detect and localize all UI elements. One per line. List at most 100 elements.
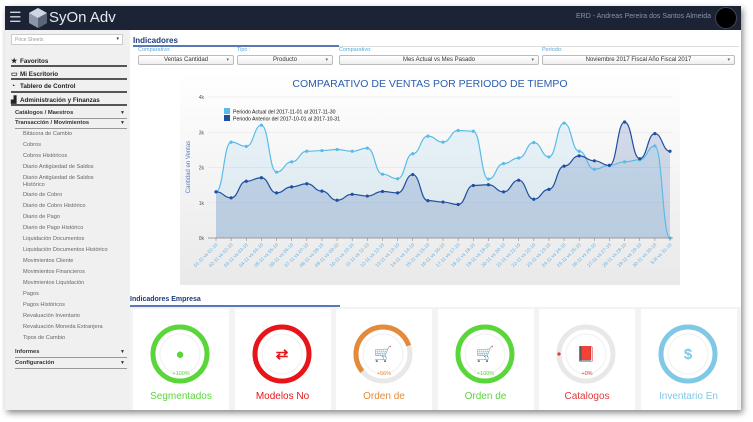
data-point [380, 189, 385, 194]
legend-swatch [224, 108, 230, 114]
sidebar-subitem[interactable]: Cobros Históricos [23, 153, 68, 159]
sidebar-item-administracion[interactable]: ▟ Administración y Finanzas [11, 95, 127, 106]
sidebar-group-transaccion[interactable]: Transacción / Movimientos ▼ [15, 120, 127, 129]
sidebar-subitem[interactable]: Pagos Históricos [23, 301, 65, 308]
data-point [259, 176, 263, 180]
sidebar-group-configuracion[interactable]: Configuración ▼ [15, 360, 127, 369]
indicator-card[interactable]: ● +100% Segmentados [133, 309, 229, 410]
filter-label: Comparativo: [138, 47, 171, 53]
user-icon: ● [175, 346, 184, 363]
sidebar-subitem[interactable]: Diario Antigüedad de Saldos [23, 164, 94, 170]
chevron-down-icon: ▾ [325, 57, 328, 63]
sidebar-subitem[interactable]: Movimientos Financieros [23, 268, 85, 275]
sidebar-select[interactable]: Price Sheets ▾ [11, 34, 123, 45]
chevron-down-icon: ▾ [727, 57, 730, 63]
indicator-card[interactable]: 🛒 +100% Orden de [437, 309, 534, 410]
data-point [562, 121, 566, 125]
indicator-card[interactable]: $ Inventario En [640, 309, 737, 410]
card-percent: +0% [581, 371, 593, 377]
progress-arc [658, 324, 717, 384]
sidebar-group-catalogos[interactable]: Catálogos / Maestros ▼ [15, 110, 127, 119]
star-icon: ★ [11, 58, 18, 65]
sidebar-item-tablero[interactable]: ◔ Tablero de Control [11, 82, 127, 93]
legend-label: Periodo Anterior del 2017-10-01 al 2017-… [233, 117, 340, 123]
hamburger-icon[interactable]: ☰ [9, 9, 22, 25]
periodo-select[interactable]: Noviembre 2017 Fiscal Año Fiscal 2017 ▾ [542, 55, 735, 65]
chart-title: COMPARATIVO DE VENTAS POR PERIODO DE TIE… [292, 78, 567, 90]
data-point [471, 129, 475, 133]
logo-icon [29, 8, 47, 28]
data-point [668, 149, 672, 153]
progress-dot [557, 352, 561, 356]
nav-label: Tablero de Control [20, 83, 76, 90]
sidebar-subitem[interactable]: Bitácora de Cambio [23, 131, 73, 137]
chevron-down-icon: ▾ [531, 57, 534, 63]
chevron-down-icon: ▼ [120, 360, 125, 366]
monitor-icon: ▭ [11, 71, 18, 78]
sidebar-subitem[interactable]: Pagos [23, 290, 39, 297]
data-point [577, 149, 581, 153]
sidebar-subitem[interactable]: Cobros [23, 142, 42, 148]
sidebar-subitem[interactable]: Diario de Cobro Histórico [23, 202, 86, 209]
sidebar-subitem[interactable]: Tipos de Cambio [23, 334, 66, 341]
brand-name: SyOn Adv [49, 9, 116, 26]
sidebar-subitem[interactable]: Revaluación Inventario [23, 312, 80, 319]
user-name[interactable]: ERD - Andreas Pereira dos Santos Almeida [575, 13, 711, 20]
data-point [335, 147, 339, 152]
data-point [486, 177, 490, 181]
data-point [456, 202, 460, 207]
data-point [274, 170, 279, 174]
progress-ring: 🛒 [455, 324, 514, 384]
data-point [441, 140, 445, 144]
sidebar-subitem[interactable]: Revaluación Moneda Extranjera [23, 323, 103, 330]
data-point [638, 157, 642, 161]
indicator-card[interactable]: 📕 +0% Catalogos [539, 309, 635, 410]
select-value: Ventas Cantidad [163, 57, 209, 63]
progress-arc [455, 324, 514, 384]
progress-ring: $ [658, 324, 717, 384]
comparativo-periodo-select[interactable]: Mes Actual vs Mes Pasado ▾ [339, 55, 539, 65]
indicator-card[interactable]: ⇄ Modelos No [234, 309, 331, 410]
filter-label: Tipo : [237, 47, 251, 53]
sidebar-subitem[interactable]: Diario de Cobro [23, 191, 63, 198]
data-point [290, 185, 294, 189]
indicator-card[interactable]: 🛒 +56% Orden de [336, 309, 432, 410]
sidebar-subitem[interactable]: Liquidación Documentos Histórico [23, 246, 108, 253]
sidebar-item-mi-escritorio[interactable]: ▭ Mi Escritorio [11, 69, 127, 80]
data-point [517, 156, 521, 160]
data-point [501, 162, 506, 166]
avatar[interactable] [715, 7, 737, 29]
data-point [396, 177, 400, 181]
sidebar-subitem[interactable]: Movimientos Liquidación [23, 279, 85, 286]
data-point [244, 179, 248, 183]
data-point [426, 199, 430, 203]
card-label: Modelos No [255, 391, 310, 402]
data-point [305, 149, 309, 153]
y-tick-label: 0k [199, 236, 205, 242]
book-icon: 📕 [577, 345, 596, 363]
data-point [274, 191, 279, 195]
cards-background [130, 307, 741, 410]
tipo-select[interactable]: Producto ▾ [237, 55, 333, 65]
chevron-down-icon: ▾ [116, 36, 119, 42]
select-value: Mes Actual vs Mes Pasado [402, 57, 476, 63]
card-label: Orden de [363, 391, 405, 402]
card-percent: +100% [172, 371, 190, 377]
data-point [365, 194, 369, 198]
y-tick-label: 3k [199, 130, 205, 136]
legend-swatch [224, 115, 230, 121]
sidebar-subitem[interactable]: Diario de Pago Histórico [23, 224, 84, 231]
data-point [577, 154, 581, 158]
y-tick-label: 1k [199, 201, 205, 207]
sidebar-item-favoritos[interactable]: ★ Favoritos [11, 56, 127, 67]
sidebar-subitem[interactable]: Movimientos Cliente [23, 257, 74, 264]
sidebar-subitem[interactable]: Liquidación Documentos [23, 235, 85, 242]
sidebar-subitem[interactable]: Diario de Pago [23, 213, 61, 220]
data-point [426, 134, 430, 138]
sidebar-group-informes[interactable]: Informes ▼ [15, 349, 127, 358]
comparativo-select[interactable]: Ventas Cantidad ▾ [138, 55, 234, 65]
data-point [305, 182, 309, 186]
sidebar-select-value: Price Sheets [15, 37, 44, 43]
sidebar-subitem[interactable]: Diario Antigüedad de Saldos Histórico [23, 175, 94, 188]
y-tick-label: 4k [199, 95, 205, 101]
